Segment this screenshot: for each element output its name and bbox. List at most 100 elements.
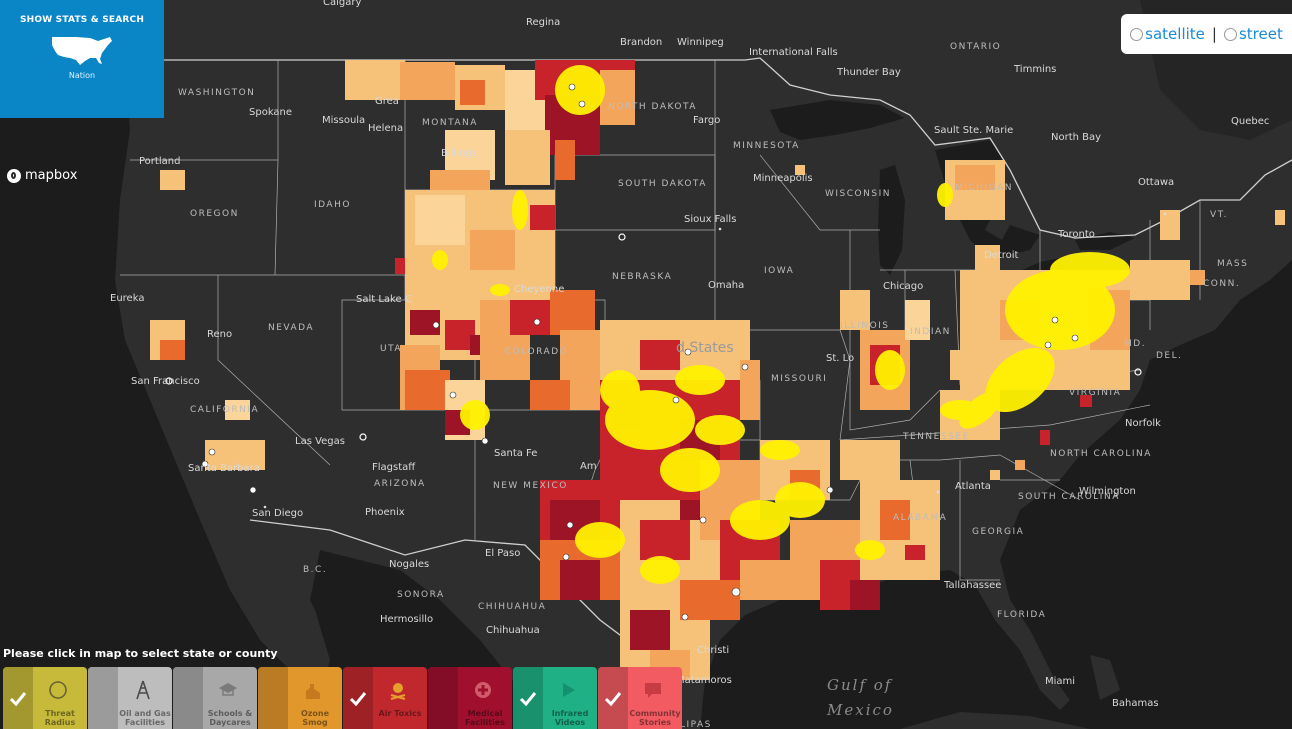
skull-crossbones-icon <box>390 683 406 700</box>
oil-gas-derrick-icon <box>136 680 150 700</box>
medical-cross-icon <box>475 682 491 698</box>
satellite-label[interactable]: satellite <box>1145 25 1205 43</box>
toggle-separator: | <box>1211 25 1217 43</box>
layer-label-line-2: Videos <box>554 718 586 727</box>
layer-label: Threat Radius <box>33 709 87 727</box>
layer-toggle-medical-cross[interactable]: Medical Facilities <box>428 667 512 729</box>
svg-text:MD.: MD. <box>1124 339 1146 349</box>
svg-text:Chicago: Chicago <box>883 281 923 292</box>
svg-text:Omaha: Omaha <box>708 280 744 291</box>
svg-text:Spokane: Spokane <box>249 107 292 118</box>
svg-text:Phoenix: Phoenix <box>365 507 405 518</box>
svg-text:Fargo: Fargo <box>693 115 720 126</box>
facility-markers <box>165 83 1142 621</box>
layer-label: Schools & Daycares <box>203 709 257 727</box>
layer-toggle-oil-gas-derrick[interactable]: Oil and Gas Facilities <box>88 667 172 729</box>
street-label[interactable]: street <box>1238 25 1283 43</box>
svg-text:San Diego: San Diego <box>252 508 303 519</box>
svg-text:VT.: VT. <box>1210 210 1228 220</box>
checkmark-icon <box>519 692 537 707</box>
speech-bubble-icon <box>645 683 661 698</box>
mapbox-logo-text: mapbox <box>25 168 78 183</box>
mapbox-logo-icon <box>7 168 21 183</box>
svg-text:Flagstaff: Flagstaff <box>372 462 416 473</box>
svg-text:Quebec: Quebec <box>1231 116 1269 127</box>
layer-checkbox[interactable] <box>428 667 458 729</box>
svg-text:Santa Barbara: Santa Barbara <box>188 463 260 474</box>
water-labels: Gulf of Mexico <box>826 676 892 719</box>
lake-michigan <box>878 165 905 275</box>
layer-checkbox[interactable] <box>598 667 628 729</box>
svg-text:Ottawa: Ottawa <box>1138 177 1174 188</box>
svg-text:MONTANA: MONTANA <box>422 118 478 128</box>
svg-text:MINNESOTA: MINNESOTA <box>733 141 800 151</box>
map-style-toggle: satellite | street <box>1121 14 1292 54</box>
svg-text:NORTH DAKOTA: NORTH DAKOTA <box>608 102 697 112</box>
svg-text:Missoula: Missoula <box>322 115 365 126</box>
layer-toggle-threat-radius[interactable]: Threat Radius <box>3 667 87 729</box>
layer-label: Oil and Gas Facilities <box>118 709 172 727</box>
street-radio-circle[interactable] <box>1223 27 1237 41</box>
layer-checkbox[interactable] <box>88 667 118 729</box>
lake-superior <box>770 100 905 140</box>
layer-label-line-2: Facilities <box>464 718 506 727</box>
checkmark-icon <box>604 692 622 707</box>
layer-label-line-2: Smog <box>302 718 328 727</box>
svg-text:Grea: Grea <box>375 96 399 107</box>
svg-text:St. Lo: St. Lo <box>826 353 854 364</box>
layer-label: Infrared Videos <box>543 709 597 727</box>
checkmark-icon <box>349 692 367 707</box>
svg-text:OREGON: OREGON <box>190 209 239 219</box>
svg-text:B.C.: B.C. <box>303 565 327 575</box>
layer-checkbox[interactable] <box>3 667 33 729</box>
svg-text:NEBRASKA: NEBRASKA <box>612 272 672 282</box>
svg-text:Helena: Helena <box>368 123 403 134</box>
layer-label-line-2: Daycares <box>209 718 251 727</box>
layer-toggle-school[interactable]: Schools & Daycares <box>173 667 257 729</box>
svg-text:Bahamas: Bahamas <box>1112 698 1159 709</box>
svg-text:SONORA: SONORA <box>397 590 445 600</box>
svg-text:WASHINGTON: WASHINGTON <box>178 88 255 98</box>
svg-text:Chihuahua: Chihuahua <box>486 625 540 636</box>
svg-text:ALABAMA: ALABAMA <box>893 513 947 523</box>
svg-text:Timmins: Timmins <box>1013 64 1056 75</box>
svg-text:North Bay: North Bay <box>1051 132 1101 143</box>
lake-ontario <box>1075 232 1135 250</box>
svg-text:Salt Lake C: Salt Lake C <box>356 294 412 305</box>
layer-label: Community Stories <box>628 709 682 727</box>
city-labels: Calgary Regina Brandon Winnipeg Internat… <box>110 0 1269 709</box>
layer-label-line-2: Facilities <box>124 718 166 727</box>
svg-text:ARIZONA: ARIZONA <box>374 479 426 489</box>
svg-text:Detroit: Detroit <box>984 250 1019 261</box>
layer-checkbox[interactable] <box>343 667 373 729</box>
svg-text:MASS: MASS <box>1217 259 1248 269</box>
layer-toggle-speech-bubble[interactable]: Community Stories <box>598 667 682 729</box>
layer-checkbox[interactable] <box>513 667 543 729</box>
layer-toggle-play[interactable]: Infrared Videos <box>513 667 597 729</box>
layer-checkbox[interactable] <box>173 667 203 729</box>
svg-text:WISCONSIN: WISCONSIN <box>825 189 891 199</box>
layer-toggle-ozone-smog[interactable]: Ozone Smog <box>258 667 342 729</box>
street-radio[interactable]: street <box>1223 25 1283 43</box>
layer-toggle-bar: Threat Radius Oil and Gas Facilities Schools… <box>3 667 683 729</box>
svg-text:Hermosillo: Hermosillo <box>380 614 433 625</box>
svg-text:Miami: Miami <box>1045 676 1075 687</box>
svg-text:NEW MEXICO: NEW MEXICO <box>493 481 568 491</box>
svg-text:Cheyenne: Cheyenne <box>514 284 564 295</box>
svg-text:Winnipeg: Winnipeg <box>677 37 724 48</box>
show-stats-search-panel[interactable]: SHOW STATS & SEARCH Nation <box>0 0 164 118</box>
layer-toggle-skull-crossbones[interactable]: Air Toxics <box>343 667 427 729</box>
svg-text:CALIFORNIA: CALIFORNIA <box>190 405 259 415</box>
layer-label: Ozone Smog <box>288 709 342 727</box>
svg-text:TENNESSEE: TENNESSEE <box>902 432 970 442</box>
svg-text:Nogales: Nogales <box>389 559 429 570</box>
svg-text:Atlanta: Atlanta <box>955 481 991 492</box>
svg-text:Billings: Billings <box>441 148 477 159</box>
mapbox-logo[interactable]: mapbox <box>7 168 77 183</box>
svg-text:Portland: Portland <box>139 156 180 167</box>
threat-radius-icon <box>49 681 67 699</box>
layer-checkbox[interactable] <box>258 667 288 729</box>
satellite-radio-circle[interactable] <box>1130 27 1144 41</box>
satellite-radio[interactable]: satellite <box>1130 25 1205 43</box>
